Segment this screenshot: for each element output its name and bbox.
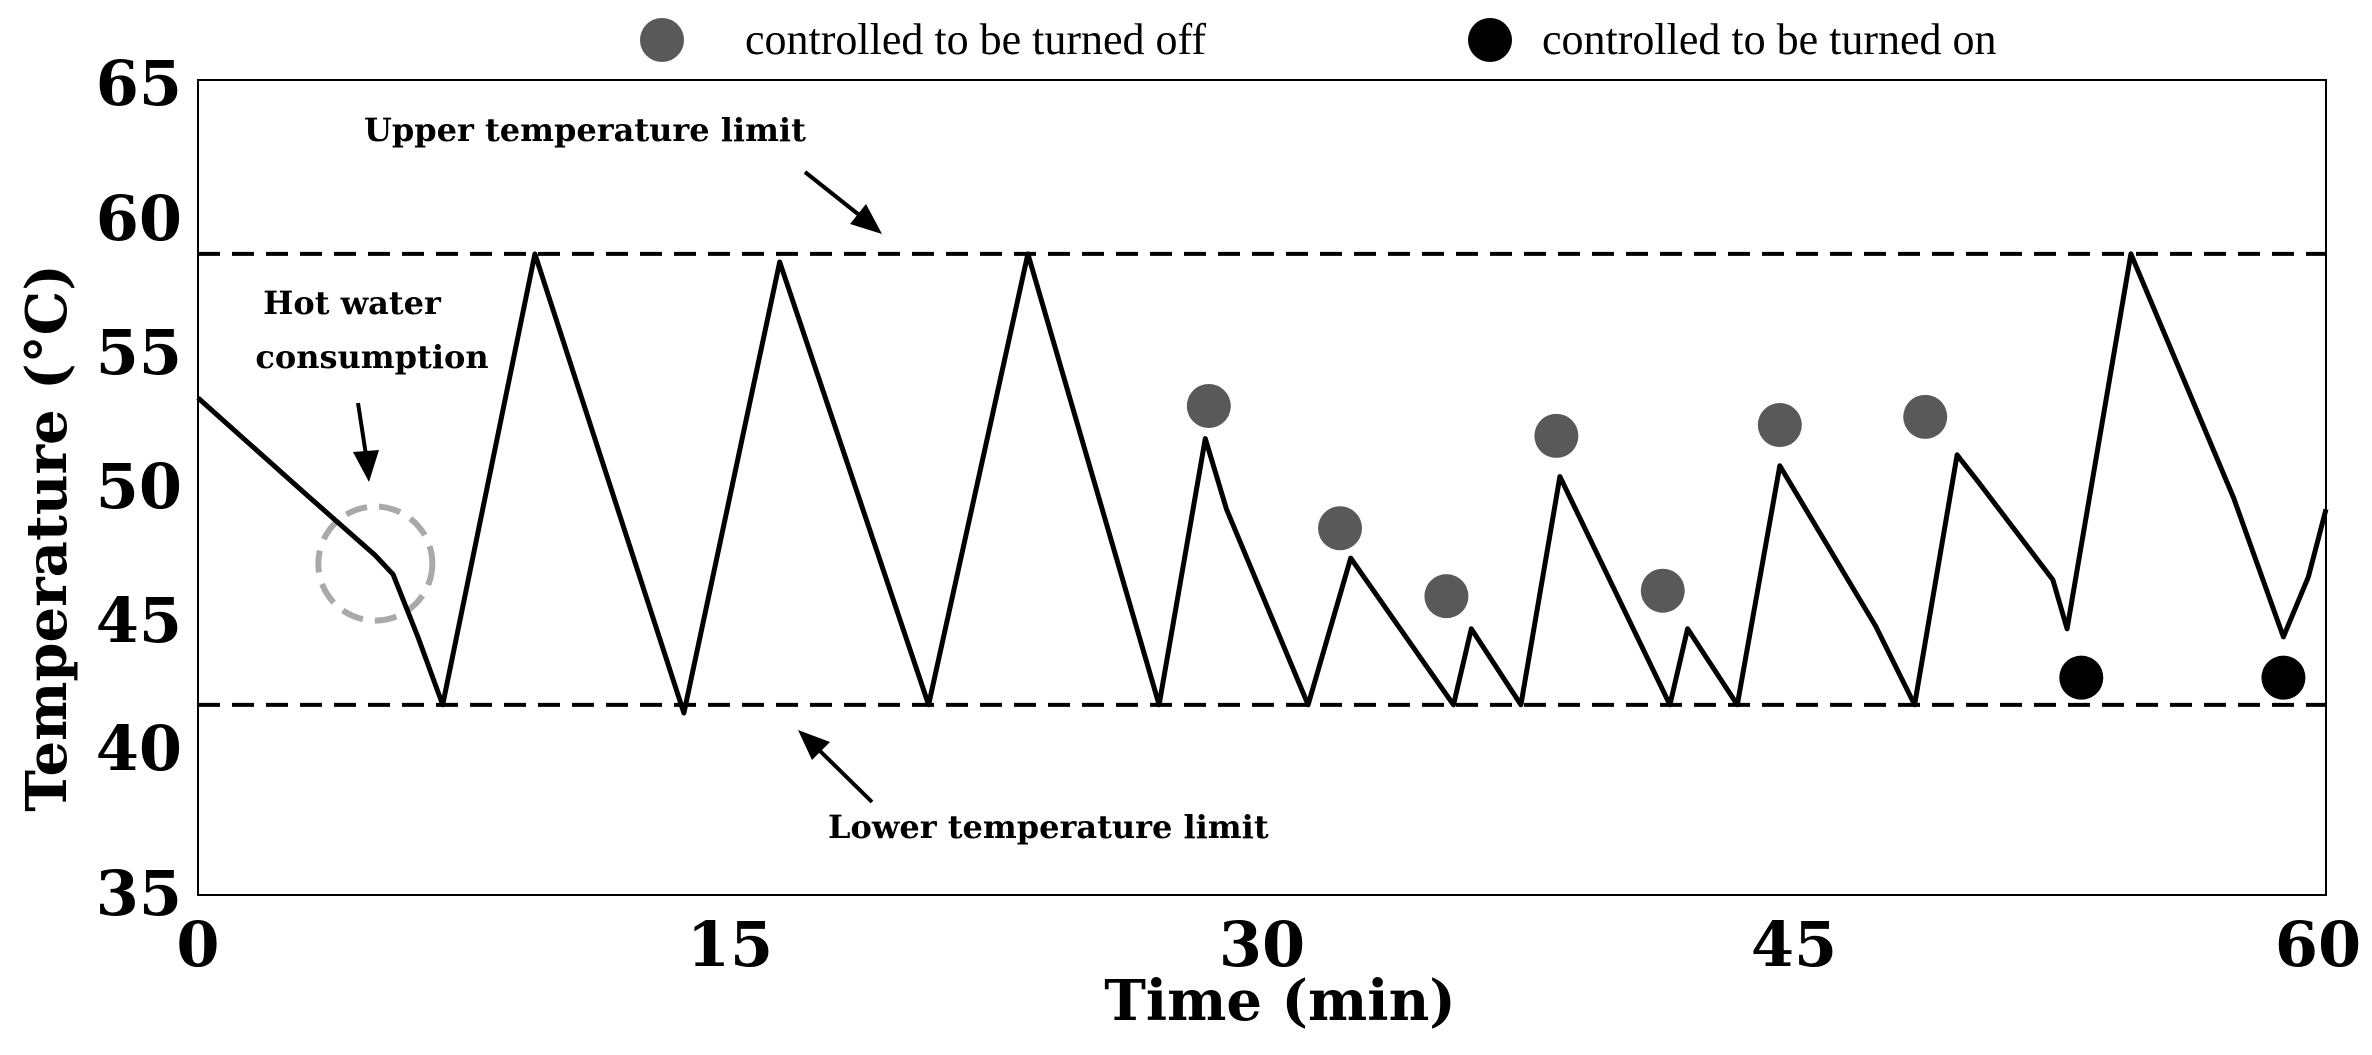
y-tick-35: 35 [96,857,182,930]
upper-arrow-head [850,204,882,234]
marker-turned-off-7 [1903,394,1948,439]
marker-turned-off-5 [1640,568,1685,613]
x-tick-30: 30 [1219,908,1305,981]
legend: controlled to be turned off controlled t… [640,15,1997,64]
y-axis-title: Temperature (°C) [14,264,80,811]
marker-turned-off-2 [1318,506,1363,551]
x-axis-title: Time (min) [1104,968,1456,1034]
y-tick-50: 50 [96,450,182,523]
x-tick-15: 15 [687,908,773,981]
lower-limit-annotation: Lower temperature limit [828,808,1269,846]
hot-water-annotation-line2: consumption [255,338,488,376]
upper-arrow-shaft [803,170,870,224]
legend-off-label: controlled to be turned off [745,15,1206,64]
marker-turned-off-3 [1424,574,1469,619]
marker-turned-off-4 [1534,413,1579,458]
y-tick-60: 60 [96,182,182,255]
legend-off-marker [640,18,684,62]
y-tick-labels: 35 40 45 50 55 60 65 [96,47,182,930]
upper-limit-annotation: Upper temperature limit [364,111,806,149]
y-tick-55: 55 [96,316,182,389]
x-tick-0: 0 [176,908,219,981]
hot-water-arrow-head [353,450,379,482]
x-tick-60: 60 [2275,908,2361,981]
plot-frame [197,79,2327,896]
lower-arrow-shaft [814,745,874,804]
marker-turned-off-6 [1757,403,1802,448]
marker-turned-off-1 [1186,384,1231,428]
hot-water-arrow-shaft [356,402,368,456]
y-tick-45: 45 [96,584,182,657]
hot-water-consumption-circle [315,503,436,624]
marker-turned-on-2 [2261,655,2306,700]
annotation-arrows [353,170,882,804]
y-tick-40: 40 [96,712,182,785]
marker-turned-on-1 [2059,655,2104,700]
legend-on-label: controlled to be turned on [1542,15,1997,64]
hot-water-annotation-line1: Hot water [263,284,442,322]
x-tick-labels: 0 15 30 45 60 [176,908,2361,981]
x-tick-45: 45 [1751,908,1837,981]
temperature-series-line [196,251,2329,716]
control-markers [1186,384,2306,700]
y-tick-65: 65 [96,47,182,120]
lower-arrow-head [798,730,830,760]
legend-on-marker [1468,18,1512,62]
